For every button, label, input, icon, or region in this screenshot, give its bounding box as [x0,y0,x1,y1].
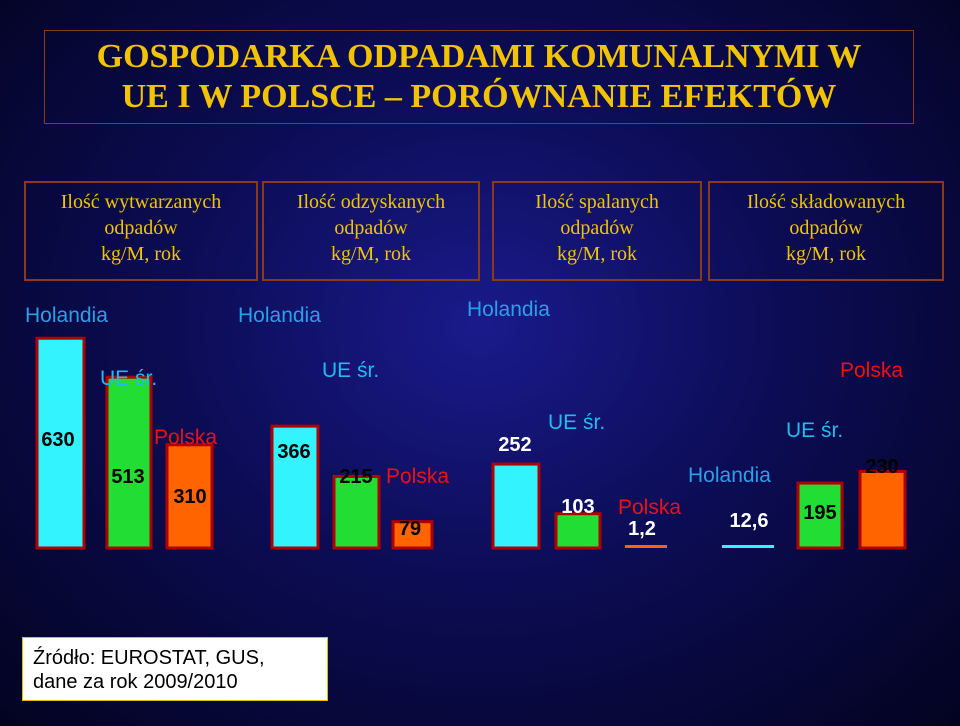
header-incinerated-line-2: odpadów [560,217,634,239]
bar-incinerated-polska [625,545,667,548]
title-line-2: UE I W POLSCE – PORÓWNANIE EFEKTÓW [121,78,837,115]
value-label-incinerated-holandia: 252 [498,434,531,456]
category-label-incinerated-polska: Polska [618,496,681,519]
category-label-incinerated-ue-avg: UE śr. [548,411,605,434]
header-incinerated-line-3: kg/M, rok [557,243,637,265]
value-label-generated-ue-avg: 513 [111,466,144,488]
bar-incinerated-holandia [491,462,541,550]
category-label-landfilled-polska: Polska [840,359,903,382]
header-recovered: Ilość odzyskanych odpadów kg/M, rok [262,181,480,281]
bar-generated-holandia [35,336,86,550]
title-box: GOSPODARKA ODPADAMI KOMUNALNYMI W UE I W… [44,30,914,124]
title-line-1: GOSPODARKA ODPADAMI KOMUNALNYMI W [96,38,862,75]
source-box: Źródło: EUROSTAT, GUS, dane za rok 2009/… [22,637,328,701]
value-label-incinerated-ue-avg: 103 [561,496,594,518]
category-label-incinerated-holandia: Holandia [467,298,550,321]
source-line-1: Źródło: EUROSTAT, GUS, [33,647,265,669]
header-landfilled-line-2: odpadów [789,217,863,239]
category-label-landfilled-ue-avg: UE śr. [786,419,843,442]
category-label-generated-holandia: Holandia [25,304,108,327]
value-label-generated-polska: 310 [173,486,206,508]
header-landfilled-line-3: kg/M, rok [786,243,866,265]
source-line-2: dane za rok 2009/2010 [33,671,238,693]
value-label-generated-holandia: 630 [41,429,74,451]
header-incinerated-line-1: Ilość spalanych [535,191,659,213]
bar-recovered-ue-avg [332,474,381,550]
header-recovered-line-1: Ilość odzyskanych [296,191,446,213]
category-label-generated-polska: Polska [154,426,217,449]
header-recovered-line-2: odpadów [334,217,408,239]
header-landfilled-line-1: Ilość składowanych [746,191,906,213]
header-generated: Ilość wytwarzanych odpadów kg/M, rok [24,181,258,281]
bar-landfilled-ue-avg [796,481,844,550]
category-label-generated-ue-avg: UE śr. [100,367,157,390]
category-label-landfilled-holandia: Holandia [688,464,771,487]
category-label-recovered-ue-avg: UE śr. [322,359,379,382]
value-label-landfilled-polska: 230 [865,456,898,478]
bar-generated-ue-avg [105,375,153,550]
header-landfilled: Ilość składowanych odpadów kg/M, rok [708,181,944,281]
value-label-landfilled-ue-avg: 195 [803,502,836,524]
category-label-recovered-holandia: Holandia [238,304,321,327]
bar-recovered-holandia [270,424,320,550]
bar-landfilled-polska [858,469,907,550]
value-label-recovered-polska: 79 [399,518,421,540]
category-label-recovered-polska: Polska [386,465,449,488]
value-label-recovered-holandia: 366 [277,441,310,463]
header-generated-line-3: kg/M, rok [101,243,181,265]
value-label-incinerated-polska: 1,2 [628,518,656,540]
bar-incinerated-ue-avg [554,512,602,550]
bar-recovered-polska [391,520,434,550]
header-generated-line-2: odpadów [104,217,178,239]
header-generated-line-1: Ilość wytwarzanych [60,191,222,213]
header-incinerated: Ilość spalanych odpadów kg/M, rok [492,181,702,281]
value-label-recovered-ue-avg: 215 [339,466,372,488]
value-label-landfilled-holandia: 12,6 [730,510,769,532]
header-recovered-line-3: kg/M, rok [331,243,411,265]
bar-landfilled-holandia [722,545,774,548]
bar-generated-polska [165,443,214,550]
